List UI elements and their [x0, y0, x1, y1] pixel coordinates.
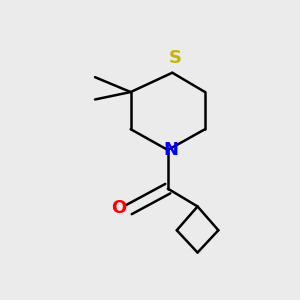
- Text: S: S: [169, 49, 182, 67]
- Text: O: O: [111, 199, 126, 217]
- Text: N: N: [163, 141, 178, 159]
